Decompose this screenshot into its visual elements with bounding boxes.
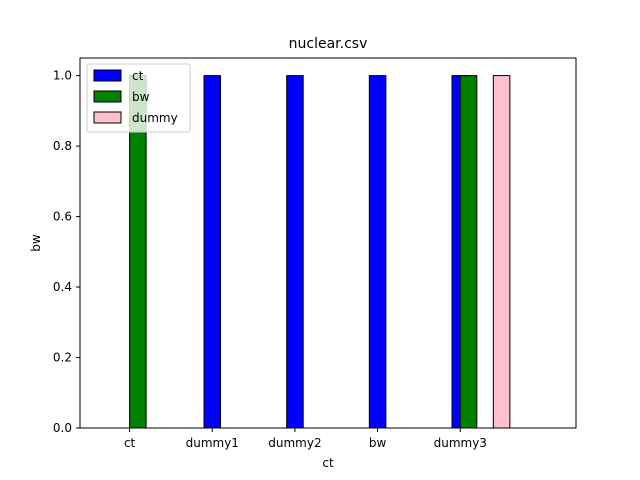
y-tick-label: 1.0: [53, 69, 72, 83]
chart-title: nuclear.csv: [289, 36, 368, 52]
x-tick-label: dummy3: [434, 436, 487, 450]
x-tick-label: ct: [124, 436, 136, 450]
bar-ct-dummy1: [203, 75, 222, 429]
y-tick-label: 0.2: [53, 351, 72, 365]
x-tick-label: bw: [369, 436, 387, 450]
bar-dummy-dummy3: [492, 75, 511, 429]
y-tick-label: 0.4: [53, 280, 72, 294]
bars-group: [129, 75, 511, 429]
bar-ct-bw: [368, 75, 387, 429]
bar-bw-dummy3: [459, 75, 478, 429]
y-tick-label: 0.6: [53, 210, 72, 224]
bar-ct-dummy2: [286, 75, 304, 429]
legend-label-dummy: dummy: [132, 111, 178, 125]
legend-label-ct: ct: [132, 69, 144, 83]
plot-frame: [79, 57, 577, 429]
legend: ct bw dummy: [86, 63, 191, 133]
legend-swatch-dummy: [93, 111, 122, 124]
legend-items: ct bw dummy: [93, 69, 178, 125]
x-tick-label: dummy2: [268, 436, 321, 450]
legend-swatch-ct: [93, 69, 122, 82]
x-tick-label: dummy1: [186, 436, 239, 450]
y-axis-label: bw: [29, 234, 43, 252]
x-axis: ct dummy1 dummy2 bw dummy3: [124, 428, 487, 450]
x-axis-label: ct: [322, 456, 334, 470]
legend-label-bw: bw: [132, 90, 150, 104]
y-tick-label: 0.0: [53, 421, 72, 435]
y-tick-label: 0.8: [53, 139, 72, 153]
y-axis: 0.0 0.2 0.4 0.6 0.8 1.0: [53, 69, 80, 435]
legend-swatch-bw: [93, 90, 122, 103]
